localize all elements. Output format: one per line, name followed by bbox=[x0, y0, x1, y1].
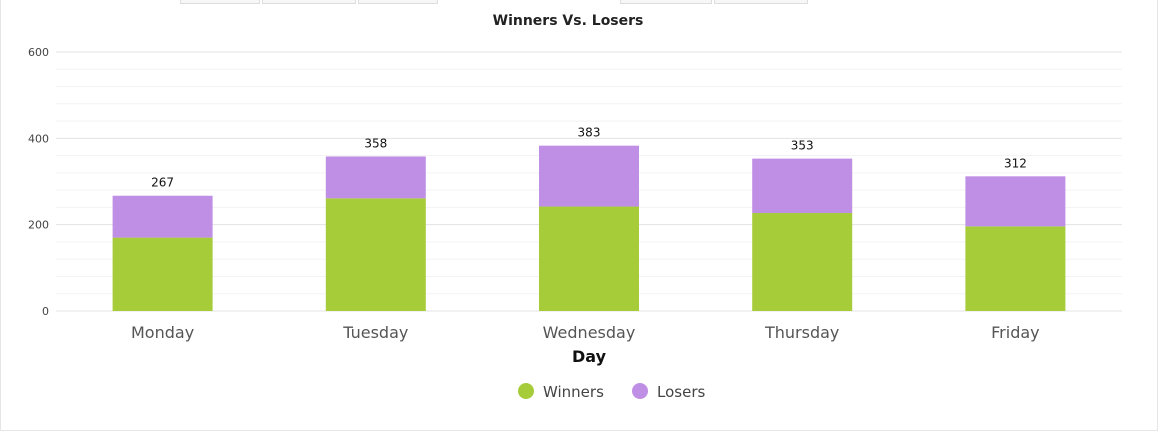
legend-marker-winners[interactable] bbox=[518, 383, 534, 399]
x-tick-label: Monday bbox=[131, 323, 194, 342]
tab-stub bbox=[262, 0, 356, 4]
legend[interactable]: Winners Losers bbox=[518, 383, 705, 401]
bar-losers[interactable] bbox=[965, 176, 1066, 227]
bar-total-label: 358 bbox=[364, 136, 387, 150]
legend-label-winners[interactable]: Winners bbox=[543, 383, 604, 401]
x-axis-label: Day bbox=[572, 347, 607, 366]
legend-marker-losers[interactable] bbox=[632, 383, 648, 399]
y-tick-label: 0 bbox=[42, 305, 49, 318]
bar-winners[interactable] bbox=[539, 206, 639, 311]
x-tick-label: Wednesday bbox=[543, 323, 636, 342]
chart-title: Winners Vs. Losers bbox=[493, 13, 644, 29]
bar-total-label: 353 bbox=[791, 139, 814, 153]
y-tick-label: 200 bbox=[28, 219, 49, 232]
x-axis-ticks: Monday Tuesday Wednesday Thursday Friday bbox=[131, 323, 1040, 342]
bar-losers[interactable] bbox=[325, 156, 426, 199]
bar-winners[interactable] bbox=[752, 213, 853, 311]
bar-total-label: 267 bbox=[151, 176, 174, 190]
y-tick-label: 400 bbox=[28, 132, 49, 145]
bar-total-label: 312 bbox=[1004, 156, 1027, 170]
x-tick-label: Tuesday bbox=[342, 323, 408, 342]
bars: 267 358 383 353 312 bbox=[112, 126, 1066, 311]
bar-winners[interactable] bbox=[325, 198, 426, 311]
bar-losers[interactable] bbox=[112, 195, 213, 238]
bar-winners[interactable] bbox=[112, 237, 213, 311]
bar-total-label: 383 bbox=[578, 126, 601, 140]
x-tick-label: Thursday bbox=[764, 323, 839, 342]
bar-losers[interactable] bbox=[752, 158, 853, 214]
tab-stub bbox=[358, 0, 438, 4]
tab-stub bbox=[714, 0, 808, 4]
bar-losers[interactable] bbox=[539, 145, 639, 207]
legend-label-losers[interactable]: Losers bbox=[657, 383, 705, 401]
bar-winners[interactable] bbox=[965, 226, 1066, 311]
x-tick-label: Friday bbox=[991, 323, 1040, 342]
tab-stub bbox=[620, 0, 712, 4]
y-axis-ticks: 0 200 400 600 bbox=[28, 46, 49, 318]
y-tick-label: 600 bbox=[28, 46, 49, 59]
tab-stub bbox=[180, 0, 260, 4]
